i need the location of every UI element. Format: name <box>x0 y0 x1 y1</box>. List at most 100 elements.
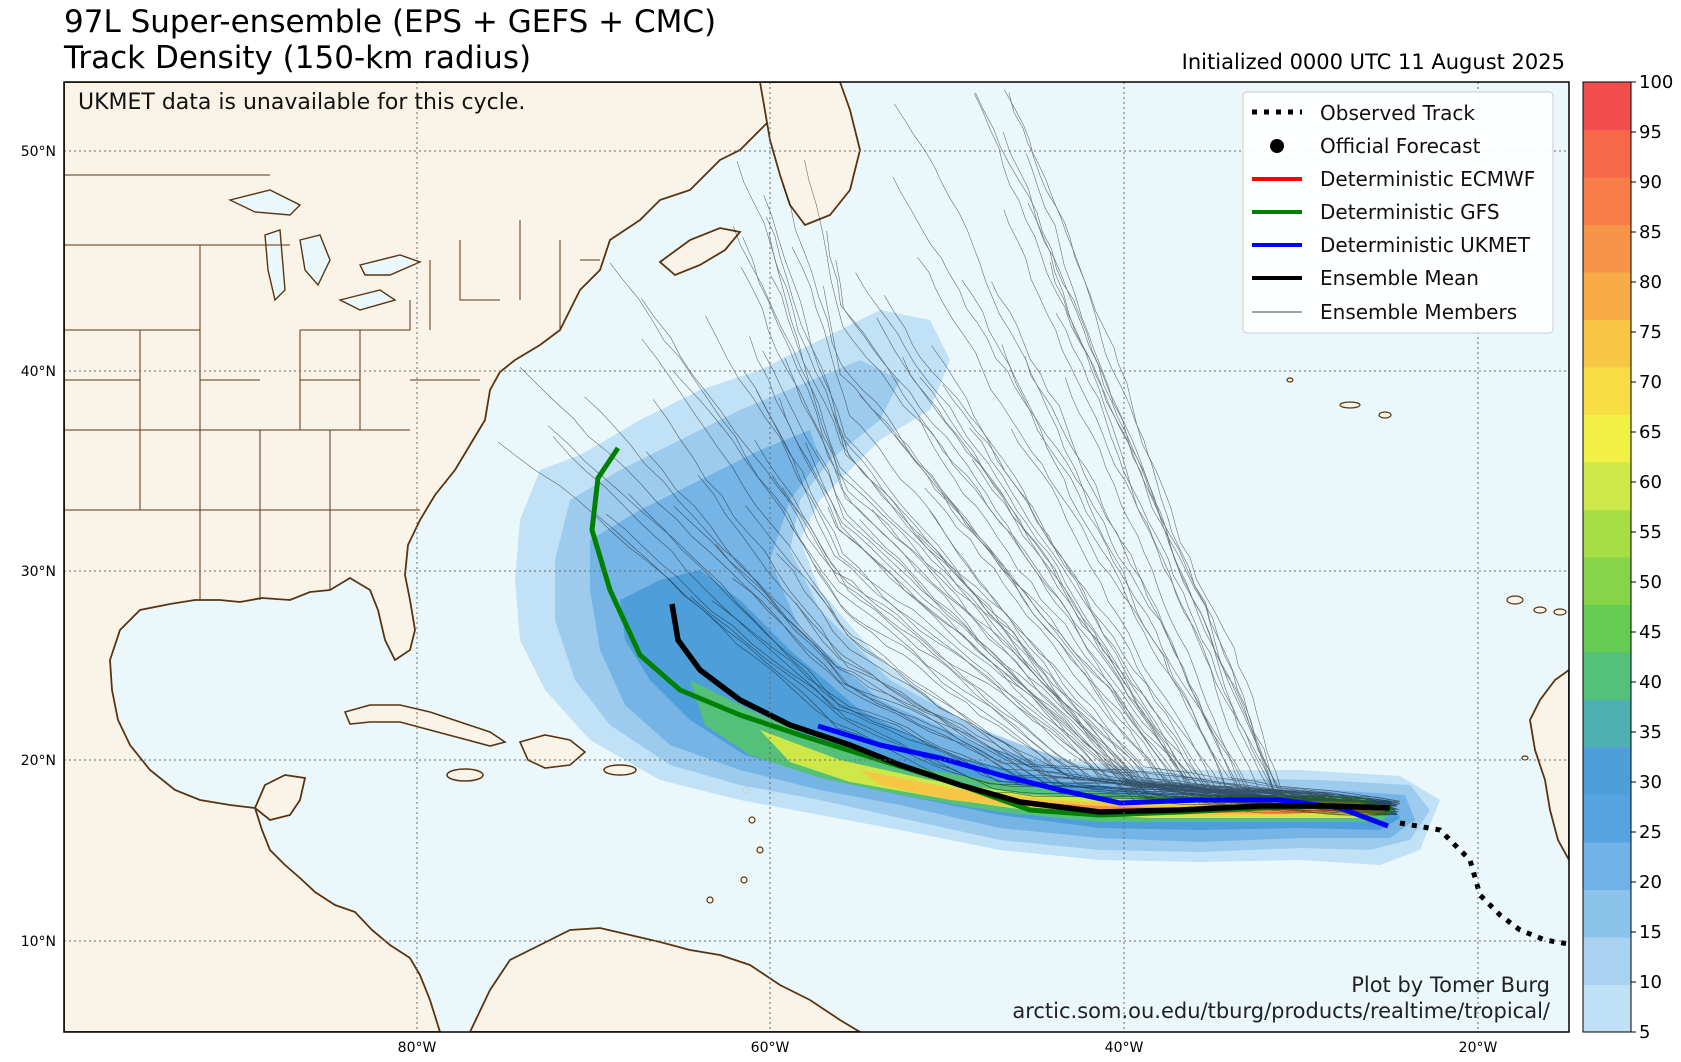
legend-swatch-official <box>1270 139 1284 153</box>
ensemble-member-track <box>552 436 1384 804</box>
legend-label-members: Ensemble Members <box>1320 300 1517 324</box>
colorbar-tick-label: 75 <box>1639 322 1662 343</box>
land-africa <box>1529 668 1569 861</box>
ensemble-member-track <box>628 493 1397 812</box>
ukmet-unavailable-note: UKMET data is unavailable for this cycle… <box>78 90 525 115</box>
colorbar-tick-label: 45 <box>1639 622 1662 643</box>
density-70 <box>860 770 1370 815</box>
ensemble-member-track <box>855 272 1400 810</box>
colorbar-tick-label: 60 <box>1639 472 1662 493</box>
colorbar-segment <box>1583 794 1631 843</box>
map-subtitle: Track Density (150-km radius) <box>64 40 532 76</box>
legend-box <box>1242 91 1554 334</box>
land-newfoundland <box>759 82 861 227</box>
colorbar-segment <box>1583 937 1631 985</box>
ensemble-member-track <box>732 226 1390 802</box>
legend-label-ecmwf: Deterministic ECMWF <box>1320 167 1535 191</box>
ensemble-member-track <box>1027 202 1386 809</box>
latitude-tick-labels: 50°N 40°N 30°N 20°N 10°N <box>21 144 56 950</box>
ensemble-member-track <box>1002 132 1399 803</box>
colorbar-segment <box>1583 652 1631 700</box>
land-cuba <box>343 704 507 747</box>
lat-tick-20n: 20°N <box>21 753 56 769</box>
lat-tick-10n: 10°N <box>21 934 56 950</box>
ensemble-member-track <box>781 487 1389 808</box>
ensemble-member-track <box>1003 209 1386 804</box>
colorbar-segment <box>1583 557 1631 605</box>
ensemble-member-track <box>835 259 1392 804</box>
colorbar-segment <box>1583 462 1631 510</box>
longitude-tick-labels: 80°W 60°W 40°W 20°W <box>398 1040 1498 1056</box>
grid-lines <box>64 82 1569 1032</box>
ensemble-member-track <box>795 602 1387 804</box>
colorbar-tick-label: 5 <box>1639 1022 1650 1043</box>
legend-label-gfs: Deterministic GFS <box>1320 200 1500 224</box>
track-density-field <box>515 310 1440 865</box>
colorbar: 100 95 90 85 80 75 70 65 60 55 50 45 40 35 30 25 20 15 10 5 <box>1582 72 1673 1043</box>
legend-label-observed: Observed Track <box>1320 101 1475 125</box>
colorbar-segment <box>1583 889 1631 938</box>
lon-tick-20w: 20°W <box>1459 1040 1498 1056</box>
legend-label-official: Official Forecast <box>1320 134 1481 158</box>
lat-tick-40n: 40°N <box>21 364 56 380</box>
colorbar-tick-label: 50 <box>1639 572 1662 593</box>
ensemble-member-track <box>1050 262 1382 808</box>
ensemble-member-track <box>609 262 1400 805</box>
colorbar-tick-label: 100 <box>1639 72 1673 93</box>
lon-tick-80w: 80°W <box>398 1040 437 1056</box>
colorbar-segment <box>1583 367 1631 415</box>
legend-label-ukmet: Deterministic UKMET <box>1320 233 1531 257</box>
lat-tick-50n: 50°N <box>21 144 56 160</box>
colorbar-segment <box>1583 177 1631 225</box>
land-jamaica <box>446 768 484 782</box>
ensemble-member-track <box>974 93 1382 807</box>
ensemble-member-track <box>827 506 1397 806</box>
ensemble-member-track <box>826 230 1398 816</box>
colorbar-tick-label: 85 <box>1639 222 1662 243</box>
map-frame <box>63 81 1570 1033</box>
ensemble-member-track <box>1008 92 1386 812</box>
colorbar-segment <box>1583 414 1631 463</box>
observed-track <box>1399 820 1569 947</box>
ensemble-member-track <box>969 428 1383 807</box>
map-title: 97L Super-ensemble (EPS + GEFS + CMC) <box>64 4 717 40</box>
colorbar-segment <box>1583 984 1631 1033</box>
colorbar-tick-label: 35 <box>1639 722 1662 743</box>
ensemble-member-track <box>498 441 1390 816</box>
ensemble-member-track <box>584 396 1396 804</box>
legend-label-mean: Ensemble Mean <box>1320 266 1479 290</box>
initialized-time: Initialized 0000 UTC 11 August 2025 <box>1181 50 1565 74</box>
colorbar-segment <box>1583 747 1631 795</box>
credit-url: arctic.som.ou.edu/tburg/products/realtim… <box>1012 999 1551 1023</box>
lat-tick-30n: 30°N <box>21 564 56 580</box>
density-40 <box>690 680 1395 822</box>
ensemble-member-track <box>859 394 1396 807</box>
colorbar-tick-label: 70 <box>1639 372 1662 393</box>
lon-tick-60w: 60°W <box>751 1040 790 1056</box>
ensemble-member-track <box>894 103 1386 813</box>
ensemble-member-track <box>740 267 1386 806</box>
colorbar-segment <box>1583 509 1631 558</box>
colorbar-tick-label: 10 <box>1639 972 1662 993</box>
ensemble-member-track <box>672 370 1382 813</box>
colorbar-tick-label: 90 <box>1639 172 1662 193</box>
land-hispaniola <box>518 734 587 769</box>
colorbar-tick-label: 15 <box>1639 922 1662 943</box>
ensemble-member-track <box>749 336 1398 808</box>
colorbar-segment <box>1583 224 1631 273</box>
ensemble-member-track <box>745 505 1388 806</box>
colorbar-segment <box>1583 319 1631 368</box>
colorbar-tick-label: 40 <box>1639 672 1662 693</box>
colorbar-segment <box>1583 842 1631 890</box>
credit-author: Plot by Tomer Burg <box>1351 973 1550 997</box>
colorbar-tick-label: 95 <box>1639 122 1662 143</box>
land-north-america <box>64 82 772 1032</box>
colorbar-segment <box>1583 82 1631 130</box>
land-yucatan <box>253 774 307 821</box>
ensemble-member-track <box>892 177 1392 806</box>
land-puerto-rico <box>603 764 637 776</box>
colorbar-tick-label: 55 <box>1639 522 1662 543</box>
colorbar-segment <box>1583 129 1631 178</box>
ensemble-member-track <box>1055 313 1397 809</box>
